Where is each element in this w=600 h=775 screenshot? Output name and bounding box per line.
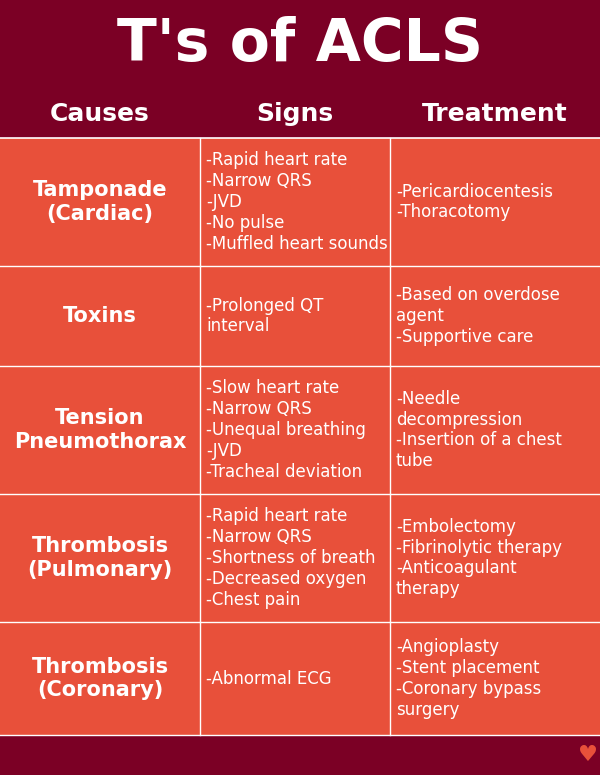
Bar <box>0 494 600 622</box>
Bar <box>0 622 600 735</box>
Text: -Needle
decompression
-Insertion of a chest
tube: -Needle decompression -Insertion of a ch… <box>396 390 562 470</box>
Text: -Slow heart rate
-Narrow QRS
-Unequal breathing
-JVD
-Tracheal deviation: -Slow heart rate -Narrow QRS -Unequal br… <box>206 380 366 480</box>
Bar <box>0 366 600 494</box>
Bar <box>0 266 600 366</box>
Text: Thrombosis
(Pulmonary): Thrombosis (Pulmonary) <box>28 536 173 580</box>
Text: -Embolectomy
-Fibrinolytic therapy
-Anticoagulant
therapy: -Embolectomy -Fibrinolytic therapy -Anti… <box>396 518 562 598</box>
Text: Tension
Pneumothorax: Tension Pneumothorax <box>14 408 186 452</box>
Text: Toxins: Toxins <box>63 306 137 326</box>
Bar <box>0 138 600 266</box>
Text: -Prolonged QT
interval: -Prolonged QT interval <box>206 297 323 336</box>
Text: -Rapid heart rate
-Narrow QRS
-JVD
-No pulse
-Muffled heart sounds: -Rapid heart rate -Narrow QRS -JVD -No p… <box>206 151 388 253</box>
Text: Causes: Causes <box>50 102 150 126</box>
Text: -Angioplasty
-Stent placement
-Coronary bypass
surgery: -Angioplasty -Stent placement -Coronary … <box>396 639 541 718</box>
Bar <box>0 735 600 775</box>
Text: Thrombosis
(Coronary): Thrombosis (Coronary) <box>31 657 169 700</box>
Text: Signs: Signs <box>256 102 334 126</box>
Bar <box>0 0 600 90</box>
Bar <box>0 90 600 138</box>
Text: -Abnormal ECG: -Abnormal ECG <box>206 670 332 687</box>
Text: -Pericardiocentesis
-Thoracotomy: -Pericardiocentesis -Thoracotomy <box>396 183 553 222</box>
Text: ♥: ♥ <box>578 745 598 765</box>
Text: -Based on overdose
agent
-Supportive care: -Based on overdose agent -Supportive car… <box>396 286 560 346</box>
Text: T's of ACLS: T's of ACLS <box>117 16 483 74</box>
Text: Tamponade
(Cardiac): Tamponade (Cardiac) <box>32 181 167 224</box>
Text: -Rapid heart rate
-Narrow QRS
-Shortness of breath
-Decreased oxygen
-Chest pain: -Rapid heart rate -Narrow QRS -Shortness… <box>206 508 376 608</box>
Text: Treatment: Treatment <box>422 102 568 126</box>
